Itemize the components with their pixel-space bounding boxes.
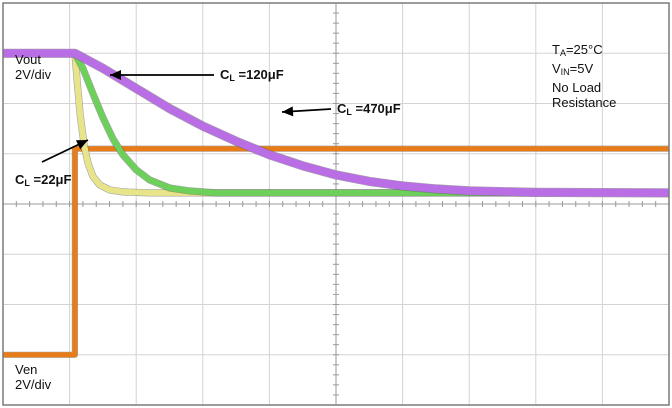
arrow-120uF-head [110, 70, 121, 80]
series-label-470uF: CL =470μF [337, 101, 401, 117]
ven-channel-label: Ven 2V/div [15, 362, 51, 392]
arrow-470uF [281, 106, 332, 117]
arrow-120uF [110, 70, 214, 80]
trace-cl-22-f [3, 50, 669, 196]
trace-cl-120-f [3, 50, 669, 196]
vout-scale: 2V/div [15, 67, 52, 82]
arrow-22uF-head [75, 140, 88, 150]
condition-temperature: TA=25°C [552, 42, 603, 58]
condition-input-voltage: VIN=5V [552, 61, 594, 77]
condition-load-1: No Load [552, 80, 602, 95]
ven-scale: 2V/div [15, 377, 52, 392]
arrow-470uF-head [282, 106, 294, 117]
trace-ven [3, 146, 669, 358]
ven-name: Ven [15, 362, 38, 377]
annotation-arrows [41, 70, 332, 163]
series-label-120uF: CL =120μF [220, 67, 284, 83]
vout-channel-label: Vout 2V/div [15, 52, 51, 82]
vout-name: Vout [15, 52, 42, 67]
condition-load-2: Resistance [552, 95, 617, 110]
test-conditions: TA=25°C VIN=5V No Load Resistance [552, 42, 616, 110]
arrow-22uF [41, 139, 89, 163]
series-label-22uF: CL =22μF [15, 172, 72, 188]
